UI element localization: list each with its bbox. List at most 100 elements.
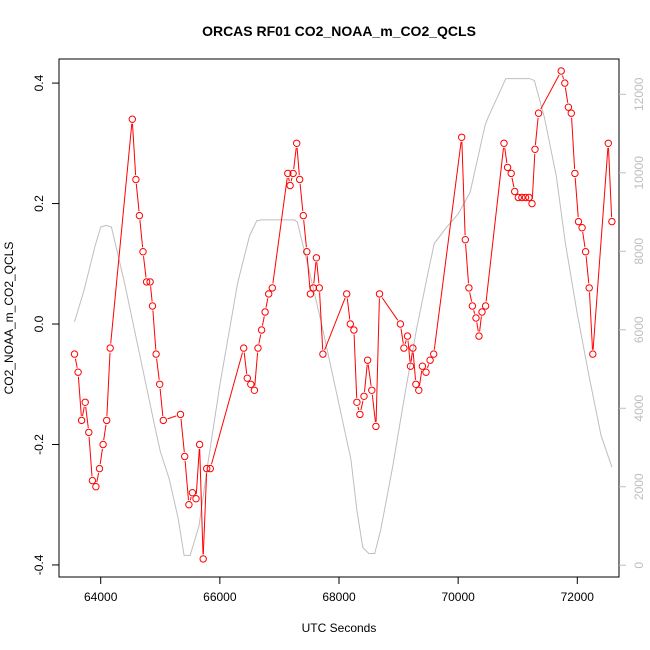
- difference-line-segment: [574, 177, 579, 218]
- difference-line-segment: [74, 358, 78, 368]
- difference-line-segment: [313, 262, 317, 284]
- x-axis-label: UTC Seconds: [302, 621, 377, 635]
- difference-line-segment: [427, 364, 430, 369]
- difference-line-segment: [152, 310, 157, 350]
- difference-point: [250, 386, 259, 394]
- difference-line-segment: [419, 370, 423, 386]
- difference-point: [303, 248, 311, 256]
- y-tick-label: 0.2: [32, 195, 46, 212]
- y-tick-label: -0.2: [32, 434, 46, 455]
- plot-frame: [58, 58, 620, 578]
- difference-line-segment: [103, 424, 107, 441]
- difference-line-segment: [375, 298, 380, 422]
- difference-point: [406, 362, 415, 370]
- difference-line-segment: [96, 472, 100, 483]
- difference-line-segment: [184, 460, 189, 501]
- difference-point: [243, 374, 252, 382]
- difference-point: [468, 302, 477, 310]
- co2-difference-series: [70, 67, 616, 563]
- difference-point: [422, 368, 430, 376]
- y-tick-label: 0.4: [32, 74, 46, 91]
- difference-line-segment: [433, 141, 462, 350]
- difference-line-segment: [479, 316, 482, 332]
- difference-point: [585, 284, 593, 292]
- difference-line-segment: [316, 262, 320, 284]
- difference-line-segment: [82, 406, 85, 417]
- difference-line-segment: [511, 177, 515, 188]
- x-tick-label: 72000: [561, 590, 595, 604]
- y-tick-label: 0.0: [32, 315, 46, 332]
- y-axis-left: -0.4 -0.2 0.0 0.2 0.4: [32, 74, 59, 575]
- difference-point: [142, 278, 151, 286]
- difference-point: [578, 224, 586, 232]
- y2-tick-label: 4000: [632, 395, 646, 422]
- difference-point: [132, 175, 140, 184]
- difference-point: [363, 356, 372, 364]
- difference-point: [146, 278, 154, 286]
- difference-point: [604, 139, 612, 148]
- difference-point: [403, 332, 412, 340]
- difference-point: [306, 290, 315, 298]
- difference-point: [472, 314, 480, 322]
- difference-line-segment: [367, 364, 372, 386]
- difference-point: [531, 145, 539, 154]
- difference-point: [77, 416, 86, 425]
- difference-line-segment: [243, 352, 248, 374]
- chart-title: ORCAS RF01 CO2_NOAA_m_CO2_QCLS: [202, 23, 476, 39]
- difference-line-segment: [306, 256, 311, 290]
- y2-tick-label: 0: [632, 562, 646, 569]
- difference-point: [368, 386, 376, 394]
- difference-point: [375, 290, 384, 298]
- difference-point: [346, 320, 354, 328]
- difference-line-segment: [571, 117, 576, 169]
- difference-point: [284, 169, 292, 178]
- difference-point: [458, 133, 466, 142]
- difference-line-segment: [371, 394, 376, 422]
- difference-point: [518, 193, 526, 202]
- difference-point: [557, 67, 565, 75]
- difference-line-segment: [288, 177, 290, 182]
- difference-line-segment: [202, 473, 208, 555]
- x-tick-label: 70000: [441, 590, 475, 604]
- difference-line-segment: [476, 322, 479, 332]
- difference-line-segment: [77, 376, 82, 416]
- difference-point: [521, 193, 530, 202]
- difference-point: [188, 489, 197, 497]
- difference-point: [528, 199, 536, 208]
- difference-point: [418, 362, 427, 370]
- difference-line-segment: [290, 177, 293, 182]
- difference-line-segment: [261, 316, 265, 326]
- difference-point: [199, 555, 207, 563]
- difference-point: [203, 464, 211, 473]
- difference-line-segment: [139, 220, 144, 248]
- difference-point: [525, 193, 533, 202]
- difference-point: [430, 350, 438, 358]
- difference-point: [135, 211, 144, 220]
- difference-point: [500, 139, 508, 148]
- difference-line-segment: [299, 183, 304, 212]
- difference-line-segment: [592, 147, 609, 350]
- x-tick-label: 66000: [203, 590, 237, 604]
- y2-tick-label: 6000: [632, 316, 646, 343]
- difference-line-segment: [582, 232, 586, 248]
- difference-point: [534, 109, 543, 117]
- difference-point: [400, 344, 408, 352]
- y-axis-label: CO2_NOAA_m_CO2_QCLS: [2, 242, 16, 395]
- difference-line-segment: [143, 256, 147, 278]
- difference-line-segment: [465, 244, 469, 284]
- difference-line-segment: [110, 123, 133, 344]
- difference-point: [360, 392, 368, 400]
- difference-point: [561, 79, 569, 87]
- y2-tick-label: 12000: [632, 77, 646, 111]
- difference-line-segment: [135, 183, 140, 212]
- difference-line-segment: [562, 75, 564, 79]
- difference-point: [567, 109, 575, 117]
- difference-point: [465, 284, 473, 292]
- difference-line-segment: [473, 310, 476, 314]
- difference-point: [139, 248, 147, 256]
- x-tick-label: 64000: [84, 590, 118, 604]
- difference-point: [396, 320, 405, 328]
- difference-point: [581, 248, 590, 256]
- difference-point: [475, 332, 483, 340]
- difference-point: [481, 302, 490, 310]
